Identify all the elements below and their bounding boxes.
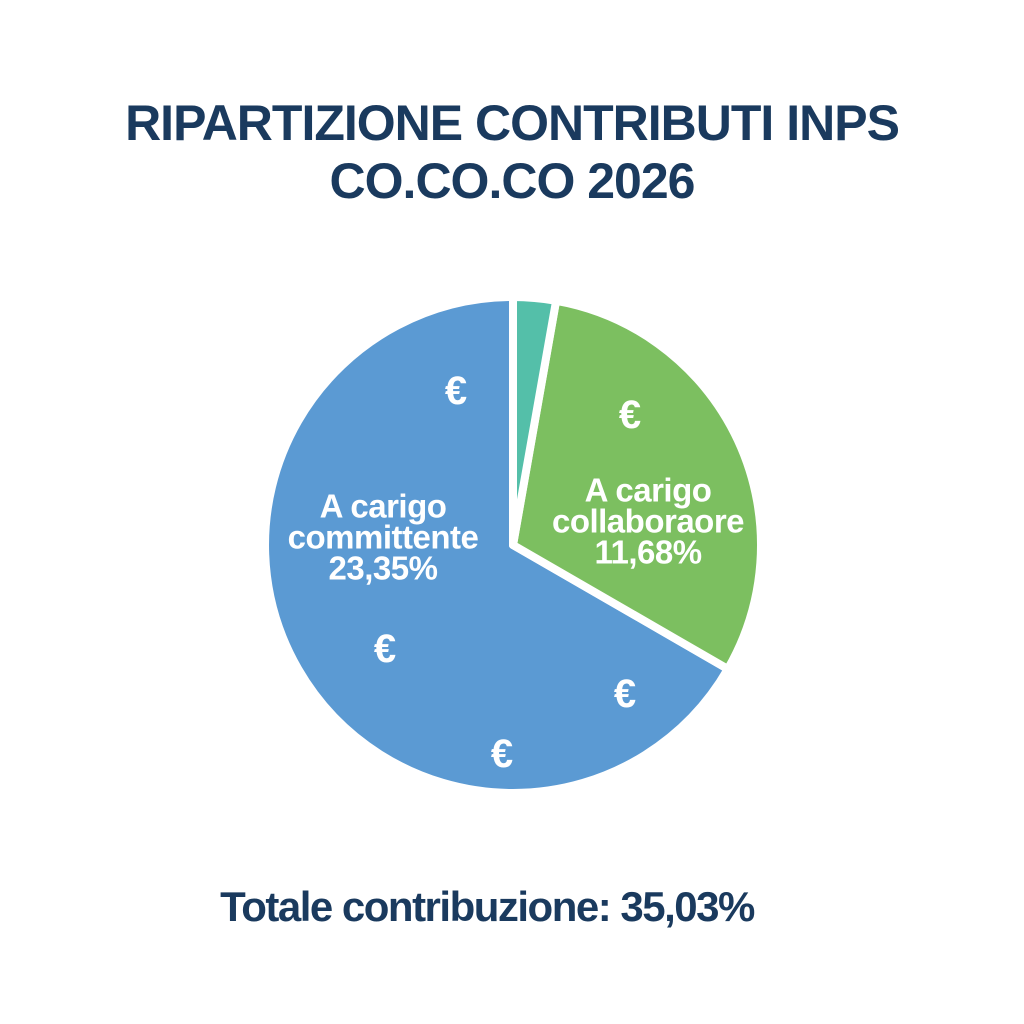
- euro-icon: €: [490, 732, 514, 776]
- euro-icon: €: [613, 672, 637, 716]
- slice-label-collaboratore-line1: A carigo: [584, 471, 712, 509]
- total-contribution: Totale contribuzione: 35,03%: [220, 882, 755, 932]
- euro-icon: €: [444, 369, 468, 413]
- chart-title-line2: CO.CO.CO 2026: [329, 153, 696, 209]
- slice-label-collaboratore: A carigo collaboraore 11,68%: [551, 471, 745, 571]
- chart-title: RIPARTIZIONE CONTRIBUTI INPS CO.CO.CO 20…: [0, 94, 1024, 210]
- slice-label-committente-line1: A carigo: [319, 487, 447, 525]
- slice-label-committente-line2: committente: [287, 518, 479, 556]
- pie-slice-sliver: [509, 293, 561, 549]
- chart-title-line1: RIPARTIZIONE CONTRIBUTI INPS: [125, 95, 900, 151]
- slice-label-committente: A carigo committente 23,35%: [287, 487, 479, 587]
- pie-slice-committente: [261, 293, 732, 797]
- slice-label-collaboratore-line2: collaboraore: [551, 502, 745, 540]
- euro-icon: €: [373, 627, 397, 671]
- total-contribution-text: Totale contribuzione: 35,03%: [220, 883, 755, 930]
- pie-slice-collaboratore: [509, 296, 766, 673]
- slice-label-collaboratore-pct: 11,68%: [594, 533, 702, 571]
- slice-label-committente-pct: 23,35%: [328, 549, 438, 587]
- euro-icon: €: [618, 393, 642, 437]
